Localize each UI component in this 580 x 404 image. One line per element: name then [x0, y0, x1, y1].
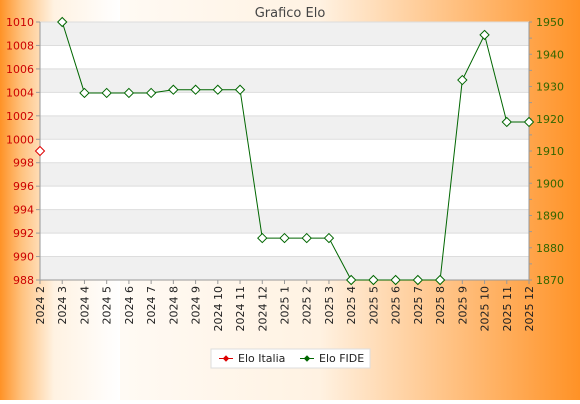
left-tick-label: 1000 [6, 133, 34, 146]
data-point [257, 232, 268, 244]
x-tick-label: 2025 1 [279, 286, 292, 325]
x-tick-label: 2024 7 [145, 286, 158, 325]
data-point [323, 232, 335, 244]
x-tick-label: 2024 4 [78, 286, 91, 325]
grid-band [40, 256, 529, 280]
data-point [457, 74, 468, 86]
x-tick-label: 2024 12 [256, 286, 269, 332]
x-tick-label: 2024 6 [123, 286, 136, 325]
legend-box [210, 348, 371, 369]
left-tick-label: 994 [13, 204, 34, 217]
left-tick-label: 992 [13, 227, 34, 240]
x-tick-label: 2024 11 [234, 286, 247, 332]
data-point [479, 29, 490, 41]
series-line [61, 21, 529, 281]
x-tick-label: 2025 8 [434, 286, 447, 325]
legend-marker [222, 355, 230, 362]
x-tick-label: 2025 3 [323, 286, 336, 325]
right-tick-label: 1880 [536, 242, 564, 255]
data-point [34, 145, 46, 157]
data-point [101, 87, 112, 99]
grid-band [40, 115, 529, 140]
x-tick-label: 2024 10 [212, 286, 225, 332]
x-tick-label: 2025 5 [367, 286, 380, 325]
x-tick-label: 2025 4 [345, 286, 358, 325]
right-tick-label: 1920 [536, 113, 564, 126]
data-point [345, 274, 357, 286]
left-tick-label: 996 [13, 180, 34, 193]
data-point [501, 116, 512, 128]
x-tick-label: 2025 12 [523, 286, 536, 332]
data-point [57, 16, 68, 28]
right-tick-label: 1940 [536, 48, 564, 61]
chart-title: Grafico Elo [255, 6, 326, 21]
left-tick-label: 1008 [6, 39, 34, 52]
data-point [279, 232, 290, 244]
data-point [79, 87, 90, 99]
left-tick-label: 1010 [6, 16, 34, 29]
left-tick-label: 1002 [6, 110, 34, 123]
grid-band [40, 68, 529, 93]
left-tick-label: 990 [13, 251, 34, 264]
x-tick-label: 2024 8 [167, 286, 180, 325]
legend-marker [303, 355, 311, 362]
data-point [123, 87, 135, 99]
x-tick-label: 2025 2 [301, 286, 314, 325]
x-tick-label: 2025 9 [456, 286, 469, 325]
x-tick-label: 2025 6 [390, 286, 403, 325]
data-point [301, 232, 312, 244]
legend-label: Elo Italia [238, 352, 285, 365]
x-tick-label: 2025 7 [412, 286, 425, 325]
data-point [434, 274, 446, 286]
right-tick-label: 1890 [536, 210, 564, 223]
data-point [145, 87, 157, 99]
x-tick-label: 2025 11 [501, 286, 514, 332]
data-point [212, 84, 224, 95]
x-tick-label: 2024 2 [34, 286, 47, 325]
legend-label: Elo FIDE [319, 352, 364, 365]
data-point [190, 84, 201, 95]
x-tick-label: 2025 10 [479, 286, 492, 332]
data-point [390, 274, 401, 286]
plot-area: 988 990 992 994 996 998 1000 1002 1004 1006 1008 10… [6, 16, 564, 369]
left-tick-label: 988 [13, 274, 34, 287]
right-tick-label: 1930 [536, 81, 564, 94]
data-point [523, 116, 535, 128]
left-tick-label: 1004 [6, 86, 34, 99]
grid-band [40, 209, 529, 234]
left-tick-label: 998 [13, 157, 34, 170]
right-tick-label: 1910 [536, 145, 564, 158]
data-point [412, 274, 424, 286]
x-tick-label: 2024 5 [101, 286, 114, 325]
data-point [368, 274, 379, 286]
x-tick-label: 2024 3 [56, 286, 69, 325]
x-tick-label: 2024 9 [190, 286, 203, 325]
data-point [234, 84, 246, 95]
grid-band [40, 162, 529, 187]
grid-band [40, 22, 529, 46]
right-tick-label: 1950 [536, 16, 564, 29]
data-point [168, 84, 179, 95]
right-tick-label: 1900 [536, 177, 564, 190]
left-tick-label: 1006 [6, 63, 34, 76]
right-tick-label: 1870 [536, 274, 564, 287]
